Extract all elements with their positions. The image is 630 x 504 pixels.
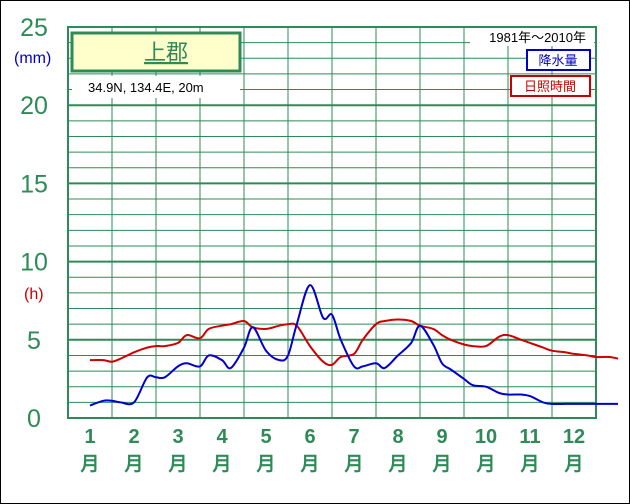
legend-sunshine-box xyxy=(510,75,591,97)
x-tick-suffix: 月 xyxy=(431,453,451,475)
x-tick-suffix: 月 xyxy=(167,453,187,475)
station-title-box xyxy=(70,31,242,73)
x-tick-label: 6 xyxy=(304,426,315,448)
location-box xyxy=(72,76,240,98)
location-label: 34.9N, 134.4E, 20m xyxy=(88,80,204,95)
y-axis-ticks: 0 5 10 15 20 25 xyxy=(20,14,48,433)
x-tick-label: 11 xyxy=(519,426,540,448)
y-tick-label: 25 xyxy=(20,14,48,42)
station-title: 上郡 xyxy=(144,41,188,66)
x-tick-suffix: 月 xyxy=(563,453,583,475)
x-tick-suffix: 月 xyxy=(387,453,407,475)
x-tick-suffix: 月 xyxy=(79,453,99,475)
x-tick-label: 12 xyxy=(563,426,585,448)
x-tick-suffix: 月 xyxy=(343,453,363,475)
x-tick-label: 8 xyxy=(392,426,403,448)
y-tick-label: 0 xyxy=(27,405,41,433)
x-axis-ticks: 1 月 2 月 3 月 4 月 5 月 6 月 7 月 8 月 9 月 10 月 11 月 12 月 xyxy=(79,426,585,475)
precipitation-line xyxy=(89,284,618,407)
y-tick-label: 20 xyxy=(20,92,48,120)
x-tick-suffix: 月 xyxy=(123,453,143,475)
x-tick-label: 3 xyxy=(172,426,183,448)
x-tick-suffix: 月 xyxy=(475,453,495,475)
x-tick-suffix: 月 xyxy=(255,453,275,475)
x-tick-label: 7 xyxy=(348,426,359,448)
period-box xyxy=(470,28,594,46)
series-lines xyxy=(89,284,619,407)
x-tick-label: 1 xyxy=(84,426,95,448)
x-tick-suffix: 月 xyxy=(211,453,231,475)
sunshine-line xyxy=(89,318,619,367)
x-tick-suffix: 月 xyxy=(299,453,319,475)
y-tick-label: 5 xyxy=(27,327,41,355)
x-tick-label: 9 xyxy=(436,426,447,448)
legend-precip-box xyxy=(526,49,591,71)
y-tick-label: 15 xyxy=(20,170,48,198)
x-tick-label: 5 xyxy=(260,426,271,448)
precip-unit-label: (mm) xyxy=(14,50,51,67)
x-tick-label: 2 xyxy=(128,426,139,448)
x-tick-label: 4 xyxy=(216,426,228,448)
x-tick-label: 10 xyxy=(475,426,497,448)
y-tick-label: 10 xyxy=(20,249,48,277)
legend-precip-label: 降水量 xyxy=(538,54,577,69)
grid xyxy=(67,26,597,419)
legend-sunshine-label: 日照時間 xyxy=(524,80,576,95)
x-tick-suffix: 月 xyxy=(519,453,539,475)
sunshine-unit-label: (h) xyxy=(24,286,44,303)
period-label: 1981年〜2010年 xyxy=(489,30,586,45)
